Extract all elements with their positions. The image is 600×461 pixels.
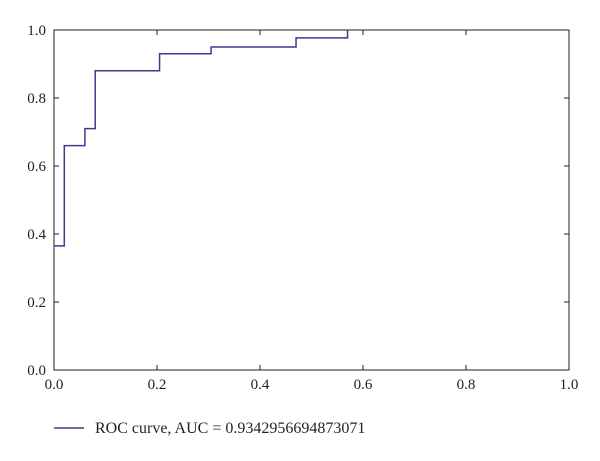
legend: ROC curve, AUC = 0.9342956694873071	[54, 420, 365, 437]
y-tick-label: 0.8	[27, 91, 46, 107]
x-tick-label: 0.0	[45, 377, 64, 393]
y-tick-label: 0.4	[27, 227, 46, 243]
y-tick-label: 0.6	[27, 159, 46, 175]
roc-curve-line	[54, 30, 349, 247]
y-tick-label: 0.0	[27, 363, 46, 379]
x-tick-label: 0.6	[354, 377, 373, 393]
axes-layer: 0.0 0.2 0.4 0.6 0.8 1.0 0.0 0.2 0.4 0.6 0.8 1.0	[27, 23, 578, 393]
x-tick-label: 0.2	[148, 377, 167, 393]
y-tick-label: 0.2	[27, 295, 46, 311]
x-tick-label: 0.8	[457, 377, 476, 393]
x-tick-label: 1.0	[560, 377, 579, 393]
legend-label: ROC curve, AUC = 0.9342956694873071	[95, 420, 365, 437]
y-tick-label: 1.0	[27, 23, 46, 39]
plot-frame	[53, 29, 570, 371]
series-layer	[54, 30, 349, 247]
x-tick-label: 0.4	[251, 377, 270, 393]
